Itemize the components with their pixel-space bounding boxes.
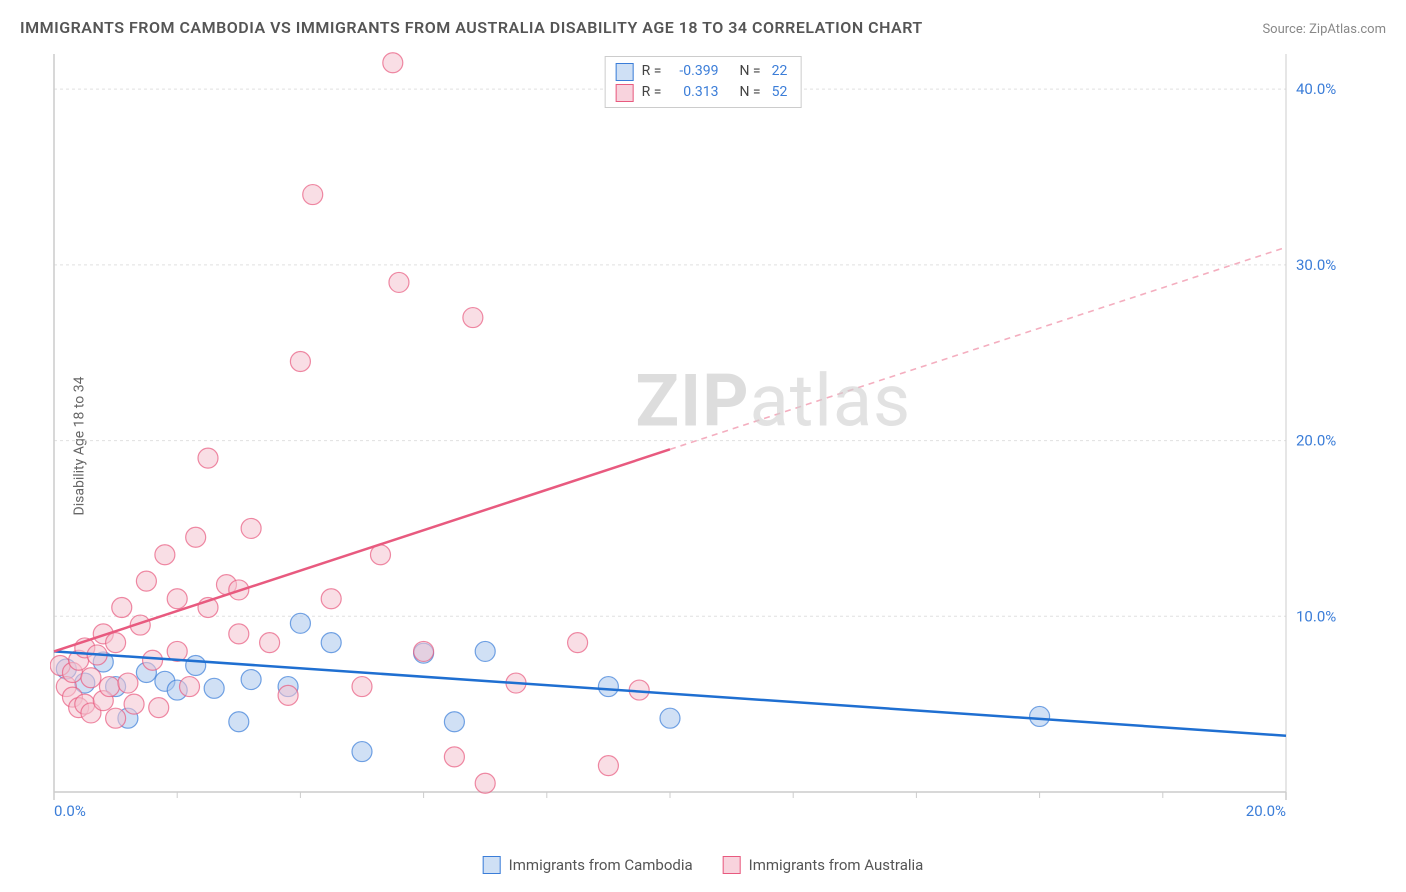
data-point: [124, 694, 144, 714]
stats-legend-row: R = -0.399 N = 22: [616, 61, 791, 82]
data-point: [229, 712, 249, 732]
chart-svg: 10.0% 20.0% 30.0% 40.0% 0.0% 20.0%: [50, 50, 1356, 822]
data-point: [303, 185, 323, 205]
r-label: R =: [642, 61, 662, 82]
source-link[interactable]: ZipAtlas.com: [1309, 22, 1386, 37]
legend-swatch: [616, 63, 634, 81]
trend-line-australia: [54, 449, 670, 651]
data-point: [598, 677, 618, 697]
series-legend: Immigrants from Cambodia Immigrants from …: [483, 856, 924, 874]
chart-title: IMMIGRANTS FROM CAMBODIA VS IMMIGRANTS F…: [20, 18, 923, 37]
x-tick-label: 20.0%: [1246, 802, 1286, 820]
legend-swatch: [483, 856, 501, 874]
data-point: [352, 677, 372, 697]
data-point: [186, 655, 206, 675]
data-point: [321, 589, 341, 609]
source-attribution: Source: ZipAtlas.com: [1262, 22, 1386, 37]
data-point: [444, 747, 464, 767]
data-point: [660, 708, 680, 728]
data-point: [475, 641, 495, 661]
data-point: [1030, 706, 1050, 726]
data-point: [278, 685, 298, 705]
data-point: [475, 773, 495, 793]
y-tick-label: 10.0%: [1296, 607, 1336, 625]
n-label: N =: [739, 82, 760, 103]
series-label: Immigrants from Australia: [749, 856, 924, 874]
data-point: [99, 677, 119, 697]
data-point: [229, 624, 249, 644]
data-point: [204, 678, 224, 698]
data-point: [118, 673, 138, 693]
y-tick-label: 30.0%: [1296, 256, 1336, 274]
data-point: [81, 668, 101, 688]
data-point: [143, 650, 163, 670]
data-point: [260, 633, 280, 653]
legend-swatch: [723, 856, 741, 874]
legend-swatch: [616, 84, 634, 102]
data-point: [414, 641, 434, 661]
n-value: 22: [769, 61, 791, 82]
data-point: [444, 712, 464, 732]
data-point: [352, 742, 372, 762]
data-point: [383, 53, 403, 73]
data-point: [149, 698, 169, 718]
y-tick-label: 40.0%: [1296, 80, 1336, 98]
data-point: [598, 756, 618, 776]
r-value: 0.313: [669, 82, 721, 103]
stats-legend-row: R = 0.313 N = 52: [616, 82, 791, 103]
data-point: [241, 518, 261, 538]
r-value: -0.399: [669, 61, 721, 82]
series-legend-item: Immigrants from Australia: [723, 856, 924, 874]
r-label: R =: [642, 82, 662, 103]
stats-legend: R = -0.399 N = 22 R = 0.313 N = 52: [605, 56, 802, 108]
series-label: Immigrants from Cambodia: [509, 856, 693, 874]
data-point: [167, 589, 187, 609]
data-point: [186, 527, 206, 547]
x-tick-label: 0.0%: [54, 802, 86, 820]
data-point: [290, 613, 310, 633]
data-point: [568, 633, 588, 653]
data-point: [112, 598, 132, 618]
data-point: [290, 352, 310, 372]
data-point: [155, 545, 175, 565]
n-value: 52: [769, 82, 791, 103]
data-point: [321, 633, 341, 653]
data-point: [180, 677, 200, 697]
y-tick-label: 20.0%: [1296, 432, 1336, 450]
data-point: [463, 308, 483, 328]
series-legend-item: Immigrants from Cambodia: [483, 856, 693, 874]
data-point: [241, 670, 261, 690]
data-point: [198, 448, 218, 468]
data-point: [389, 272, 409, 292]
data-point: [136, 571, 156, 591]
trend-line-australia-extrapolated: [670, 247, 1286, 449]
scatter-chart: 10.0% 20.0% 30.0% 40.0% 0.0% 20.0%: [50, 50, 1386, 832]
data-point: [106, 708, 126, 728]
n-label: N =: [739, 61, 760, 82]
data-point: [106, 633, 126, 653]
